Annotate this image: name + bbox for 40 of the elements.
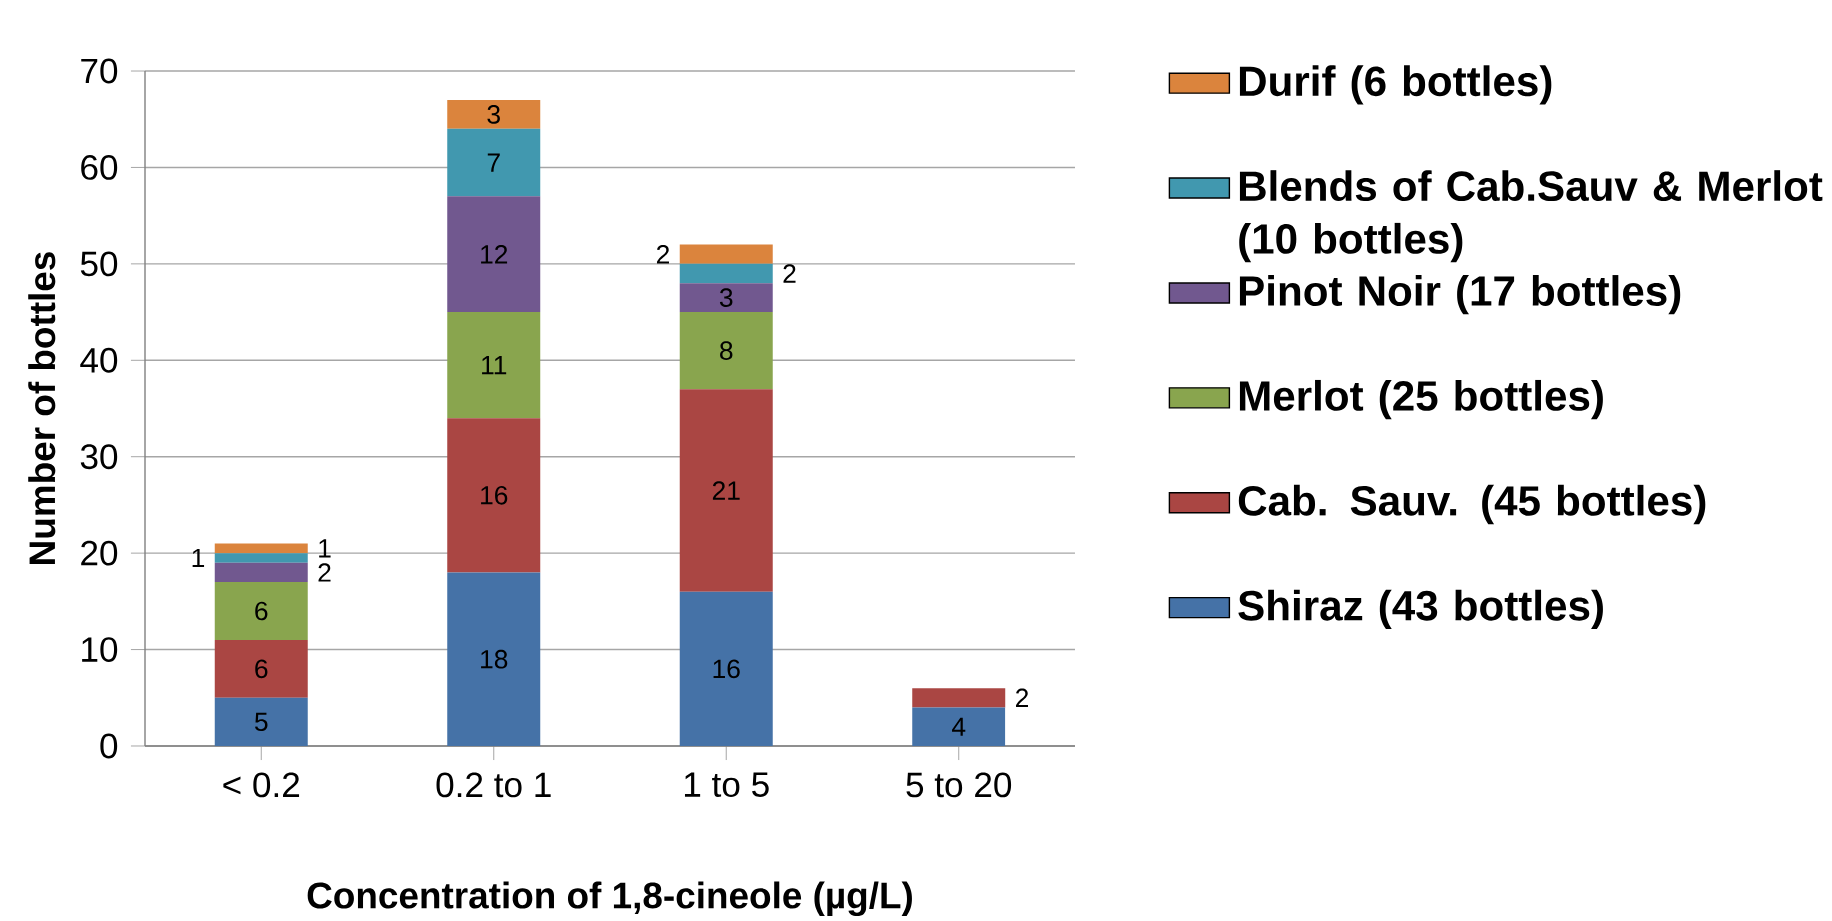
y-axis-title: Number of bottles [28, 252, 56, 564]
data-label: 21 [712, 481, 740, 500]
y-tick-label: 70 [81, 58, 118, 84]
data-label: 16 [713, 659, 740, 679]
y-tick-label: 20 [81, 540, 118, 566]
data-label: 1 [319, 539, 331, 558]
data-label: 18 [481, 649, 508, 669]
y-tick-label: 40 [80, 347, 118, 373]
data-label: 2 [656, 245, 669, 264]
legend-label: Shiraz (43 bottles) [1238, 589, 1603, 630]
x-axis-title: Concentration of 1,8-cineole (µg/L) [307, 881, 912, 917]
data-label: 12 [481, 245, 508, 264]
legend-label: Pinot Noir (17 bottles) [1239, 275, 1681, 315]
y-tick-label: 50 [80, 251, 118, 277]
data-label: 2 [1016, 688, 1029, 707]
data-label: 11 [482, 356, 507, 375]
data-label: 16 [481, 485, 508, 505]
y-tick-label: 30 [80, 444, 118, 470]
y-tick-label: 0 [100, 733, 118, 759]
legend-label: Blends of Cab.Sauv & Merlot (10 bottles) [1239, 170, 1823, 263]
data-label: 2 [783, 264, 796, 283]
data-label: 8 [720, 341, 733, 360]
x-tick-label: 5 to 20 [906, 772, 1012, 798]
legend-label: Merlot (25 bottles) [1239, 379, 1603, 420]
x-tick-label: 0.2 to 1 [436, 772, 551, 798]
y-tick-label: 10 [82, 637, 118, 662]
data-label: 2 [318, 563, 331, 582]
x-tick-label: 1 to 5 [684, 772, 769, 797]
data-label: 7 [487, 153, 500, 172]
data-label: 3 [719, 288, 733, 307]
x-tick-label: < 0.2 [223, 772, 300, 798]
y-tick-label: 60 [81, 155, 118, 180]
legend-label: Cab. Sauv. (45 bottles) [1238, 484, 1706, 525]
data-label: 3 [487, 105, 500, 124]
data-label: 4 [952, 717, 966, 736]
data-label: 6 [255, 601, 268, 621]
legend-label: Durif (6 bottles) [1239, 65, 1552, 105]
data-label: 1 [192, 548, 205, 568]
data-label: 6 [255, 659, 268, 679]
data-label: 5 [254, 712, 268, 732]
